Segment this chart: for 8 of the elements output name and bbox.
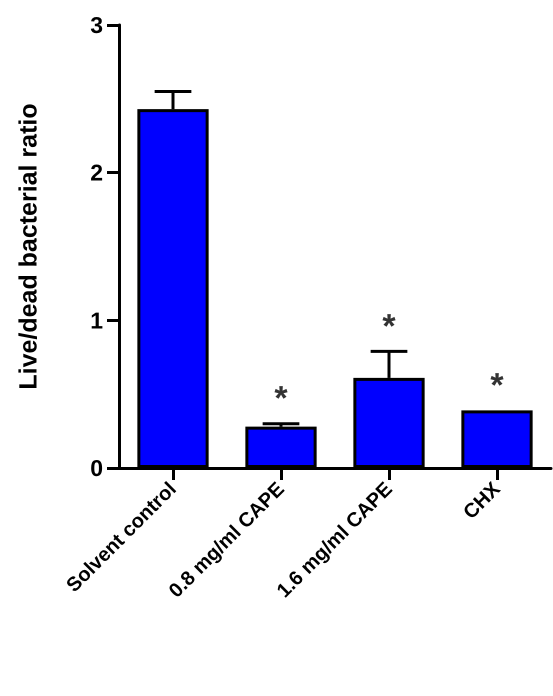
annotation: * (490, 366, 504, 404)
y-tick-label: 1 (90, 307, 104, 334)
y-tick-label: 2 (90, 160, 103, 186)
y-tick-label: 3 (90, 12, 103, 38)
annotation: * (382, 307, 396, 346)
y-axis-title: Live/dead bacterial ratio (14, 103, 42, 390)
annotation: * (274, 380, 288, 418)
y-tick-label: 0 (90, 455, 103, 481)
